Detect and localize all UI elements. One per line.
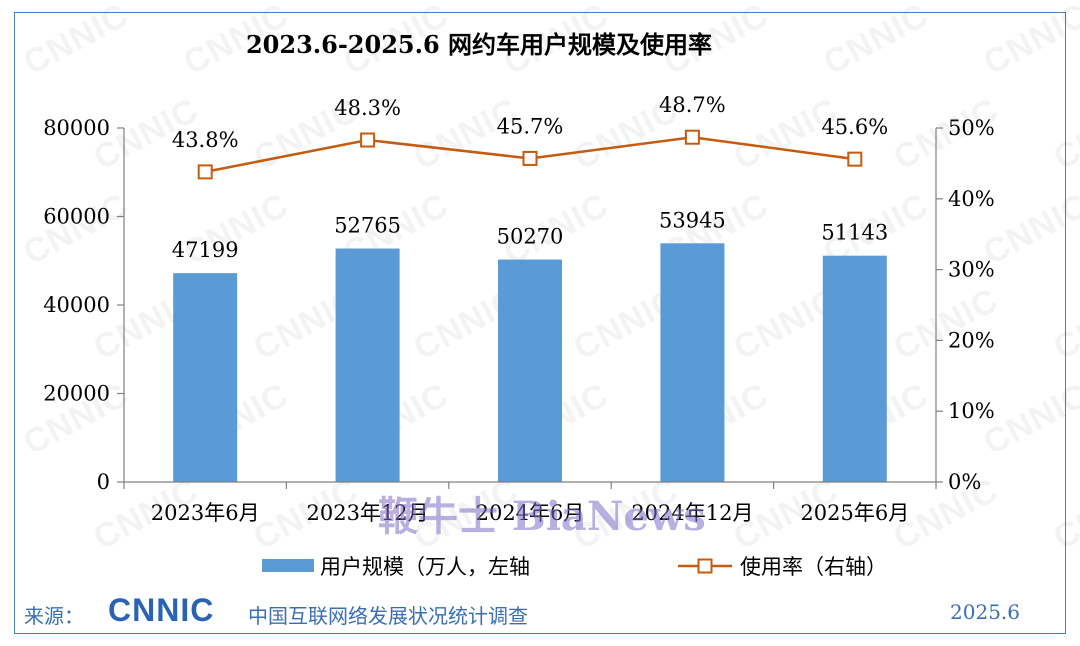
footer: 来源： CNNIC 中国互联网络发展状况统计调查 2025.6 bbox=[14, 590, 1066, 634]
line-point bbox=[360, 132, 376, 148]
cnnic-logo: CNNIC bbox=[108, 592, 215, 628]
bar-value-label: 50270 bbox=[497, 225, 564, 249]
bar-value-label: 53945 bbox=[659, 208, 726, 232]
line-value-label: 43.8% bbox=[172, 128, 239, 152]
x-tick-label: 2024年12月 bbox=[631, 501, 753, 525]
left-tick-label: 40000 bbox=[43, 293, 110, 317]
left-tick-label: 80000 bbox=[43, 116, 110, 140]
source-label: 来源： bbox=[24, 604, 84, 628]
legend-bar-label: 用户规模（万人，左轴 bbox=[320, 555, 530, 579]
bar bbox=[335, 248, 400, 482]
left-tick-label: 20000 bbox=[43, 382, 110, 406]
chart-title: 2023.6-2025.6 网约车用户规模及使用率 bbox=[246, 30, 712, 59]
line-value-label: 45.7% bbox=[497, 114, 564, 138]
right-tick-label: 10% bbox=[948, 399, 995, 423]
bar-value-label: 47199 bbox=[172, 238, 239, 262]
legend-line-marker bbox=[697, 558, 713, 574]
x-tick-label: 2024年6月 bbox=[476, 501, 585, 525]
bar-value-label: 52765 bbox=[334, 214, 401, 238]
bar bbox=[498, 259, 562, 482]
line-point bbox=[847, 151, 863, 167]
right-tick-label: 40% bbox=[948, 187, 995, 211]
chart-frame bbox=[14, 12, 1066, 634]
line-value-label: 48.3% bbox=[334, 96, 401, 120]
x-tick-label: 2023年12月 bbox=[307, 501, 429, 525]
bar-value-label: 51143 bbox=[821, 221, 888, 245]
line-value-label: 48.7% bbox=[659, 93, 726, 117]
right-tick-label: 20% bbox=[948, 328, 995, 352]
source-org: 中国互联网络发展状况统计调查 bbox=[248, 604, 528, 628]
report-date: 2025.6 bbox=[950, 600, 1020, 624]
x-tick-label: 2023年6月 bbox=[151, 501, 260, 525]
overlay-watermark: 鞭牛士 BiaNews bbox=[378, 493, 706, 540]
left-tick-label: 60000 bbox=[43, 205, 110, 229]
right-tick-label: 50% bbox=[948, 116, 995, 140]
legend-bar-swatch bbox=[262, 559, 314, 572]
line-value-label: 45.6% bbox=[821, 115, 888, 139]
bar bbox=[660, 243, 725, 482]
line-point bbox=[522, 150, 538, 166]
x-tick-label: 2025年6月 bbox=[800, 501, 909, 525]
left-tick-label: 0 bbox=[97, 470, 110, 494]
legend-line-label: 使用率（右轴） bbox=[740, 555, 887, 579]
bar bbox=[822, 255, 887, 482]
line-point bbox=[197, 164, 213, 180]
line-point bbox=[684, 129, 700, 145]
right-tick-label: 30% bbox=[948, 258, 995, 282]
bar bbox=[173, 273, 238, 482]
right-tick-label: 0% bbox=[948, 470, 981, 494]
